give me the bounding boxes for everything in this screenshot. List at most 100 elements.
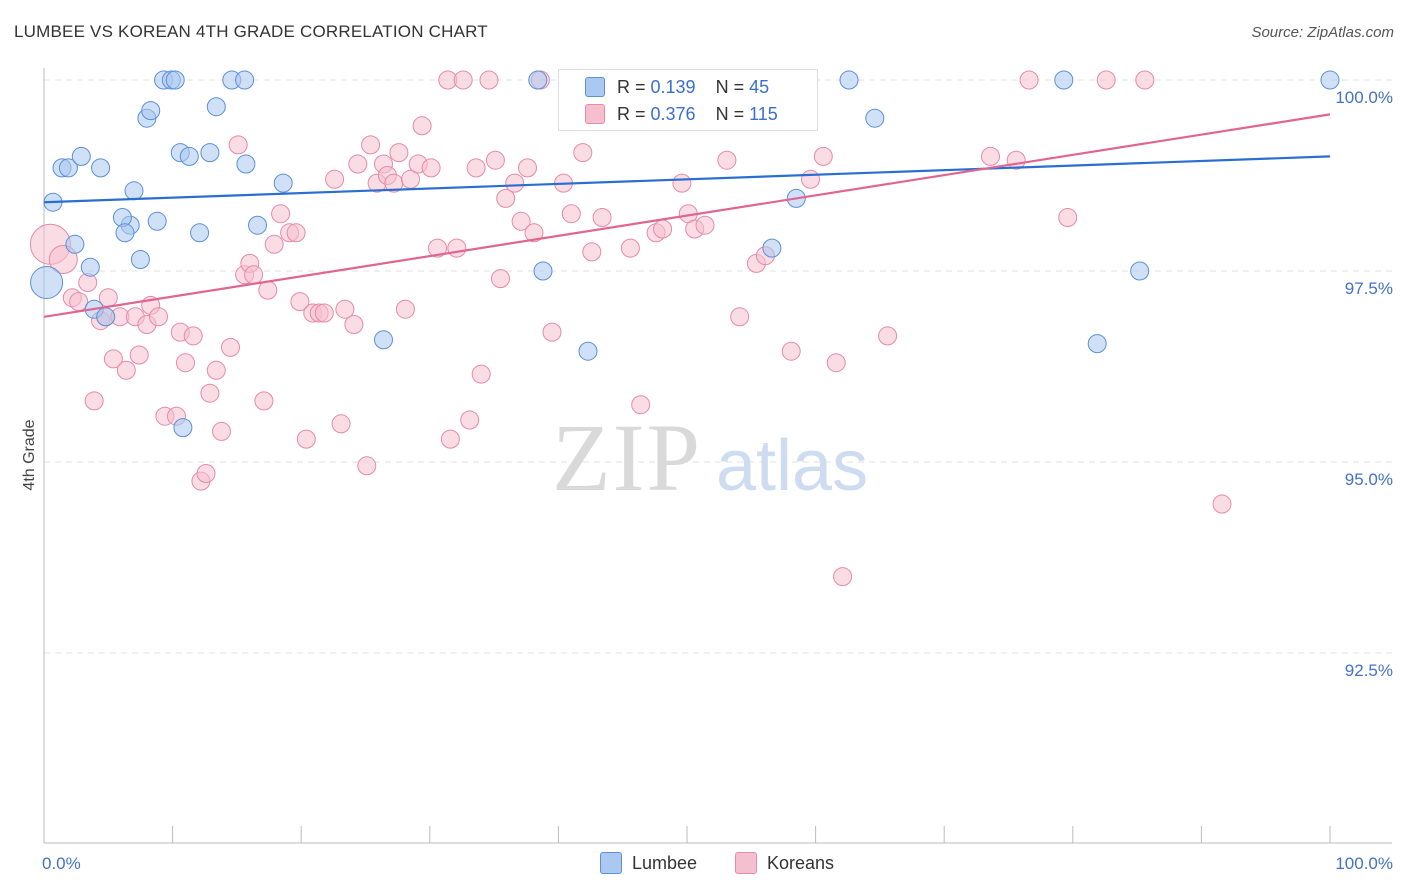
koreans-point[interactable] — [781, 341, 801, 361]
lumbee-point[interactable] — [141, 101, 161, 121]
koreans-point[interactable] — [361, 135, 381, 155]
koreans-point[interactable] — [344, 315, 364, 334]
koreans-point[interactable] — [582, 242, 602, 262]
koreans-point[interactable] — [518, 158, 537, 178]
koreans-point[interactable] — [491, 269, 510, 289]
lumbee-point[interactable] — [65, 234, 85, 254]
koreans-point[interactable] — [1135, 70, 1155, 90]
lumbee-point[interactable] — [235, 70, 255, 90]
lumbee-point[interactable] — [762, 238, 782, 258]
koreans-point[interactable] — [479, 70, 499, 90]
koreans-point[interactable] — [200, 383, 220, 403]
koreans-point[interactable] — [335, 299, 355, 319]
koreans-point[interactable] — [466, 158, 486, 178]
koreans-point[interactable] — [496, 188, 516, 208]
koreans-point[interactable] — [447, 238, 467, 258]
lumbee-point[interactable] — [865, 108, 885, 128]
lumbee-point[interactable] — [528, 70, 548, 90]
koreans-point[interactable] — [592, 208, 612, 227]
koreans-point[interactable] — [460, 410, 480, 430]
koreans-point[interactable] — [176, 353, 195, 373]
koreans-point[interactable] — [290, 292, 310, 312]
koreans-point[interactable] — [695, 215, 715, 235]
koreans-point[interactable] — [1096, 70, 1116, 90]
lumbee-point[interactable] — [58, 158, 78, 178]
koreans-point[interactable] — [620, 238, 640, 258]
koreans-point[interactable] — [505, 173, 525, 193]
koreans-point[interactable] — [1212, 494, 1232, 514]
lumbee-point[interactable] — [96, 307, 116, 327]
lumbee-point[interactable] — [206, 97, 226, 117]
koreans-point[interactable] — [471, 364, 491, 384]
koreans-point[interactable] — [981, 146, 1000, 166]
koreans-point[interactable] — [878, 326, 898, 346]
koreans-point[interactable] — [717, 150, 737, 170]
bottom-legend-koreans[interactable]: Koreans — [735, 852, 834, 874]
koreans-point[interactable] — [228, 135, 248, 155]
koreans-point[interactable] — [813, 146, 833, 166]
lumbee-point[interactable] — [130, 250, 150, 269]
koreans-point[interactable] — [183, 326, 203, 346]
koreans-point[interactable] — [296, 429, 316, 449]
lumbee-point[interactable] — [839, 70, 859, 90]
koreans-point[interactable] — [271, 204, 291, 224]
koreans-point[interactable] — [325, 169, 345, 189]
koreans-point[interactable] — [653, 219, 673, 239]
koreans-point[interactable] — [542, 322, 562, 342]
koreans-point[interactable] — [453, 70, 473, 90]
koreans-point[interactable] — [428, 238, 447, 258]
koreans-point[interactable] — [258, 280, 278, 300]
koreans-point[interactable] — [389, 143, 409, 163]
koreans-point[interactable] — [524, 223, 544, 243]
koreans-point[interactable] — [511, 211, 531, 231]
koreans-point[interactable] — [421, 158, 441, 178]
lumbee-point[interactable] — [91, 158, 111, 178]
koreans-point[interactable] — [348, 154, 368, 174]
lumbee-point[interactable] — [533, 261, 553, 281]
koreans-point[interactable] — [672, 173, 692, 193]
lumbee-point[interactable] — [248, 215, 267, 235]
lumbee-point[interactable] — [115, 223, 135, 243]
koreans-point[interactable] — [561, 204, 581, 224]
koreans-point[interactable] — [1019, 70, 1039, 90]
koreans-point[interactable] — [206, 360, 226, 380]
koreans-point[interactable] — [196, 464, 216, 483]
koreans-point[interactable] — [116, 360, 136, 380]
koreans-point[interactable] — [331, 414, 351, 434]
koreans-point[interactable] — [129, 345, 149, 365]
koreans-point[interactable] — [254, 391, 274, 411]
lumbee-point[interactable] — [374, 330, 393, 350]
koreans-point[interactable] — [149, 307, 168, 327]
lumbee-point[interactable] — [273, 173, 293, 193]
lumbee-point[interactable] — [236, 154, 256, 174]
lumbee-point[interactable] — [173, 418, 193, 438]
koreans-point[interactable] — [244, 265, 264, 285]
koreans-point[interactable] — [395, 299, 415, 319]
koreans-point[interactable] — [212, 421, 231, 441]
lumbee-point[interactable] — [1054, 70, 1074, 90]
lumbee-point[interactable] — [1130, 261, 1150, 281]
koreans-point[interactable] — [103, 349, 123, 369]
lumbee-point[interactable] — [578, 341, 598, 361]
koreans-point[interactable] — [801, 169, 820, 189]
koreans-point[interactable] — [833, 567, 853, 587]
koreans-point[interactable] — [221, 337, 240, 357]
koreans-point[interactable] — [826, 353, 846, 373]
koreans-point[interactable] — [412, 116, 432, 136]
bottom-legend-lumbee[interactable]: Lumbee — [600, 852, 697, 874]
koreans-point[interactable] — [573, 143, 593, 163]
lumbee-point[interactable] — [1320, 70, 1340, 90]
lumbee-point[interactable] — [1087, 334, 1107, 354]
koreans-point[interactable] — [730, 307, 750, 327]
lumbee-point[interactable] — [200, 143, 220, 163]
koreans-point[interactable] — [485, 150, 505, 170]
koreans-point[interactable] — [314, 303, 334, 323]
koreans-point[interactable] — [440, 429, 460, 449]
koreans-point[interactable] — [1058, 208, 1078, 227]
koreans-point[interactable] — [357, 456, 377, 476]
lumbee-point[interactable] — [71, 146, 91, 166]
lumbee-point[interactable] — [124, 181, 144, 201]
koreans-point[interactable] — [286, 223, 306, 243]
lumbee-point[interactable] — [190, 223, 210, 243]
lumbee-point[interactable] — [165, 70, 185, 90]
